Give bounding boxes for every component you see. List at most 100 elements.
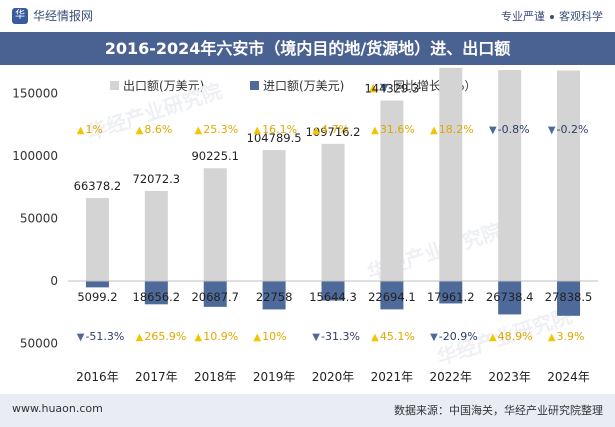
growth-up-triangle-icon: ▲	[548, 332, 556, 343]
import-value-label: 20687.7	[191, 290, 239, 304]
y-tick-label: 150000	[12, 87, 58, 101]
y-tick-label: 100000	[12, 149, 58, 163]
website-link[interactable]: www.huaon.com	[12, 402, 103, 415]
export-bar	[203, 168, 227, 281]
growth-down-triangle-icon: ▼	[430, 332, 438, 343]
legend-import-swatch	[250, 81, 259, 90]
growth-up-triangle-icon: ▲	[253, 125, 261, 136]
export-growth-label: 1%	[85, 123, 102, 136]
import-growth-label: 265.9%	[144, 330, 186, 343]
x-tick-label: 2019年	[253, 370, 296, 384]
growth-up-triangle-icon: ▲	[371, 332, 379, 343]
export-value-label: 66378.2	[74, 179, 122, 193]
y-tick-label: 0	[50, 274, 58, 288]
import-value-label: 18656.2	[133, 290, 181, 304]
import-bar	[439, 281, 463, 304]
x-tick-label: 2022年	[430, 370, 473, 384]
import-growth-label: -31.3%	[321, 330, 360, 343]
export-bar	[144, 190, 168, 281]
growth-up-triangle-icon: ▲	[136, 332, 144, 343]
export-bar	[262, 150, 286, 281]
import-value-label: 27838.5	[545, 290, 593, 304]
x-axis: 2016年 2017年 2018年 2019年 2020年 2021年 2022年 2023年…	[68, 280, 598, 384]
x-tick-label: 2020年	[312, 370, 355, 384]
tag-professional: 专业严谨	[501, 10, 545, 23]
import-growth-label: -51.3%	[85, 330, 124, 343]
growth-up-triangle-icon: ▲	[195, 125, 203, 136]
brand: 华 华经情报网	[12, 7, 93, 24]
import-growth-label: 3.9%	[557, 330, 585, 343]
growth-up-triangle-icon: ▲	[430, 125, 438, 136]
export-growth-label: 4.7%	[321, 123, 349, 136]
export-bar	[380, 100, 404, 281]
growth-up-triangle-icon: ▲	[489, 332, 497, 343]
growth-up-triangle-icon: ▲	[253, 332, 261, 343]
chart: 出口额(万美元) 进口额(万美元) ▲ ▼ 同比增长（%） 华经产业研究院华经产…	[12, 65, 598, 384]
x-tick-label: 2016年	[76, 370, 119, 384]
export-bar	[85, 198, 109, 281]
export-bar	[557, 70, 581, 281]
import-bar	[380, 281, 404, 310]
x-tick-label: 2024年	[547, 370, 590, 384]
export-value-label: 144329.3	[364, 82, 419, 96]
export-growth-label: 18.2%	[439, 123, 474, 136]
import-value-label: 17961.2	[427, 290, 475, 304]
export-growth-label: -0.8%	[498, 123, 530, 136]
x-tick-label: 2017年	[135, 370, 178, 384]
x-tick-label: 2018年	[194, 370, 237, 384]
import-value-label: 22758	[256, 290, 293, 304]
growth-down-triangle-icon: ▼	[489, 125, 497, 136]
x-tick-label: 2023年	[488, 370, 531, 384]
brand-name: 华经情报网	[33, 9, 94, 23]
export-value-label: 104789.5	[247, 131, 302, 145]
export-bar	[321, 143, 345, 281]
growth-down-triangle-icon: ▼	[77, 332, 85, 343]
import-growth-label: 10.9%	[203, 330, 238, 343]
import-bar	[85, 281, 109, 288]
brand-logo-icon: 华	[12, 7, 28, 24]
growth-up-triangle-icon: ▲	[195, 332, 203, 343]
import-value-label: 22694.1	[368, 290, 416, 304]
export-bar	[439, 67, 463, 281]
import-bar	[144, 281, 168, 305]
import-bar	[262, 281, 286, 310]
legend-import-label: 进口额(万美元)	[263, 79, 344, 93]
legend-down-triangle-icon: ▼	[380, 81, 389, 94]
export-growth-label: 25.3%	[203, 123, 238, 136]
y-axis: 2500002000001500001000005000005000010000…	[12, 87, 58, 351]
top-bar: 华 华经情报网 专业严谨 客观科学	[0, 0, 615, 32]
legend: 出口额(万美元) 进口额(万美元) ▲ ▼ 同比增长（%）	[110, 79, 476, 94]
legend-up-triangle-icon: ▲	[369, 81, 378, 94]
export-growth-label: -0.2%	[557, 123, 589, 136]
import-value-label: 15644.3	[309, 290, 357, 304]
import-growth-label: 48.9%	[498, 330, 533, 343]
tagline: 专业严谨 客观科学	[501, 8, 603, 24]
dot-separator-icon	[550, 15, 554, 19]
import-value-label: 5099.2	[77, 290, 117, 304]
growth-up-triangle-icon: ▲	[77, 125, 85, 136]
growth-down-triangle-icon: ▼	[548, 125, 556, 136]
import-bar	[321, 281, 345, 301]
growth-up-triangle-icon: ▲	[136, 125, 144, 136]
bars	[85, 67, 581, 316]
export-value-label: 90225.1	[191, 149, 239, 163]
import-value-label: 26738.4	[486, 290, 534, 304]
chart-title: 2016-2024年六安市（境内目的地/货源地）进、出口额	[104, 39, 511, 58]
growth-up-triangle-icon: ▲	[312, 125, 320, 136]
export-value-label: 72072.3	[133, 172, 181, 186]
import-growth-label: 10%	[262, 330, 286, 343]
y-tick-label: 50000	[20, 212, 58, 226]
import-bar	[557, 281, 581, 316]
import-growth-label: -20.9%	[439, 330, 478, 343]
export-growth-label: 16.1%	[262, 123, 297, 136]
export-growth-label: 31.6%	[380, 123, 415, 136]
growth-down-triangle-icon: ▼	[312, 332, 320, 343]
export-value-label: 109716.2	[306, 125, 361, 139]
y-tick-label: 50000	[20, 337, 58, 351]
tag-objective: 客观科学	[559, 10, 603, 23]
growth-up-triangle-icon: ▲	[371, 125, 379, 136]
legend-export-label: 出口额(万美元)	[123, 79, 204, 93]
x-tick-label: 2021年	[371, 370, 414, 384]
import-growth-label: 45.1%	[380, 330, 415, 343]
